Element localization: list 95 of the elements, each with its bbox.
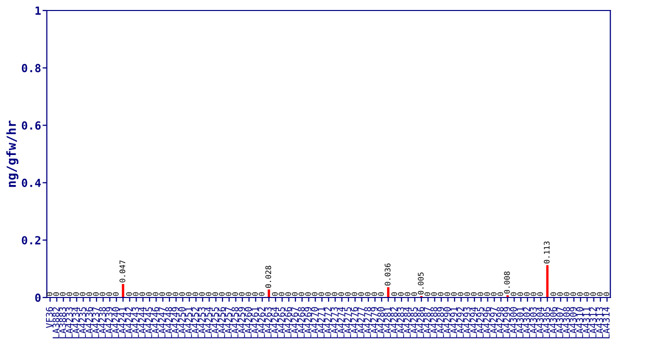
x-tick-label: VF36 (46, 307, 53, 328)
x-tick-label: LA4286 (417, 307, 424, 338)
x-tick-label: LA4305 (543, 307, 550, 338)
x-tick-label: LA4272 (324, 307, 332, 338)
x-tick-label: LA4267 (291, 307, 298, 338)
bar (268, 289, 270, 298)
x-tick-label: LA4260 (244, 307, 252, 338)
x-tick-label: LA4276 (350, 307, 358, 338)
x-tick-label: LA4281 (384, 307, 391, 338)
x-tick-label: LA4243 (132, 307, 139, 338)
x-tick-label: LA4236 (86, 307, 93, 338)
x-tick-label: LA4314 (602, 306, 610, 338)
y-tick-label: 0.4 (22, 178, 41, 188)
x-tick-label: LA4271 (318, 307, 324, 338)
x-tick-label: LA4239 (106, 307, 112, 338)
x-tick-label: LA4301 (516, 307, 524, 338)
x-tick-label: LA4245 (145, 307, 152, 338)
x-tick-label: LA4235 (79, 307, 86, 338)
y-tick-label: 0 (35, 293, 41, 302)
x-tick-label: LA4238 (98, 307, 106, 338)
x-tick-label: LA3882 (52, 307, 60, 338)
x-tick-label: LA4251 (185, 307, 192, 338)
x-tick-label: LA4310 (576, 307, 584, 338)
x-tick-label: LA4313 (596, 307, 604, 338)
x-tick-label: LA4253 (198, 307, 206, 338)
x-tick-label: LA4261 (251, 307, 258, 338)
x-tick-label: LA4250 (178, 307, 186, 338)
x-tick-label: LA3883 (59, 307, 66, 338)
x-tick-label: LA4234 (72, 306, 80, 338)
x-tick-label: LA4307 (556, 307, 564, 338)
x-tick-label: LA4233 (66, 307, 73, 338)
x-tick-label: LA4242 (125, 307, 132, 338)
x-tick-label: LA4280 (377, 307, 384, 338)
y-tick-label: 0.6 (22, 121, 41, 130)
x-tick-label: LA4285 (410, 307, 418, 338)
x-tick-label: LA4254 (205, 306, 212, 338)
x-tick-label: LA4237 (92, 307, 100, 338)
x-tick-label: LA4273 (331, 307, 338, 338)
x-tick-label: LA4296 (484, 307, 490, 338)
x-tick-label: LA4252 (192, 307, 199, 338)
x-tick-label: LA4282 (390, 307, 398, 338)
x-tick-label: LA4268 (298, 307, 305, 338)
x-tick-label: LA4259 (238, 307, 246, 338)
x-tick-label: LA4257 (224, 307, 232, 338)
x-tick-label: LA4312 (590, 307, 596, 338)
y-tick-label: 0.8 (22, 64, 41, 72)
x-tick-label: LA4290 (444, 307, 451, 338)
x-tick-label: LA4270 (311, 307, 318, 338)
x-tick-label: LA4258 (232, 307, 238, 338)
x-tick-label: LA4283 (397, 307, 404, 338)
x-tick-label: LA4299 (503, 307, 510, 338)
x-tick-label: LA4292 (456, 307, 464, 338)
x-tick-label: LA4279 (370, 307, 378, 338)
x-tick-label: LA4247 (158, 307, 166, 338)
x-tick-label: LA4246 (152, 307, 159, 338)
x-tick-label: LA4295 (476, 307, 484, 338)
bar (387, 287, 390, 298)
x-tick-label: LA4240 (112, 307, 120, 338)
x-tick-label: LA4265 (278, 307, 285, 338)
x-tick-label: LA4294 (470, 306, 478, 338)
x-tick-label: LA4297 (490, 307, 497, 338)
x-tick-label: LA4293 (464, 307, 470, 338)
x-tick-label: LA4256 (218, 307, 226, 338)
y-tick-label: 0.2 (22, 236, 40, 244)
x-tick-label: LA4303 (530, 307, 537, 338)
x-tick-label: LA4309 (570, 307, 577, 338)
x-tick-label: LA4284 (404, 306, 411, 338)
x-tick-label: LA4274 (338, 306, 344, 338)
x-tick-label: LA4311 (582, 307, 590, 338)
x-tick-label: LA4298 (496, 307, 504, 338)
x-tick-label: LA4277 (358, 307, 364, 338)
x-tick-label: LA4291 (450, 307, 458, 338)
x-tick-label: LA4300 (510, 307, 517, 338)
x-tick-label: LA4287 (424, 307, 431, 338)
x-tick-label: LA4263 (264, 307, 272, 338)
x-tick-label: LA4266 (284, 307, 292, 338)
x-tick-label: LA4264 (271, 306, 278, 338)
x-tick-label: LA4304 (536, 306, 544, 338)
x-tick-label: LA4288 (430, 307, 438, 338)
x-tick-label: LA4306 (550, 307, 557, 338)
x-tick-label: LA4289 (437, 307, 444, 338)
x-tick-label: LA4308 (563, 307, 570, 338)
x-tick-label: LA4302 (523, 307, 530, 338)
x-tick-label: LA4269 (304, 307, 312, 338)
x-tick-label: LA4255 (212, 307, 219, 338)
y-axis-title: ng/gfw/hr (6, 120, 18, 187)
x-tick-label: LA4249 (172, 307, 179, 338)
x-tick-label: LA4248 (165, 307, 172, 338)
x-tick-label: LA4262 (258, 307, 265, 338)
x-tick-label: LA4241 (118, 307, 126, 338)
x-tick-label: LA4275 (344, 307, 352, 338)
bar (546, 265, 549, 298)
x-tick-label: LA4244 (138, 306, 146, 338)
x-tick-label: LA4278 (364, 307, 371, 338)
y-tick-label: 1 (36, 6, 41, 15)
